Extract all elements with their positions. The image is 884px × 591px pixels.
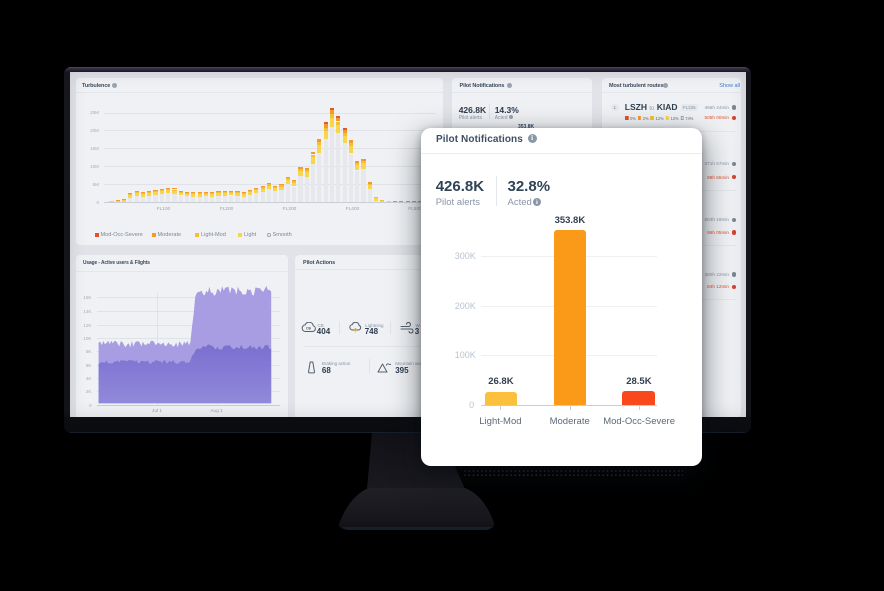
svg-text:CB: CB [306,326,311,330]
